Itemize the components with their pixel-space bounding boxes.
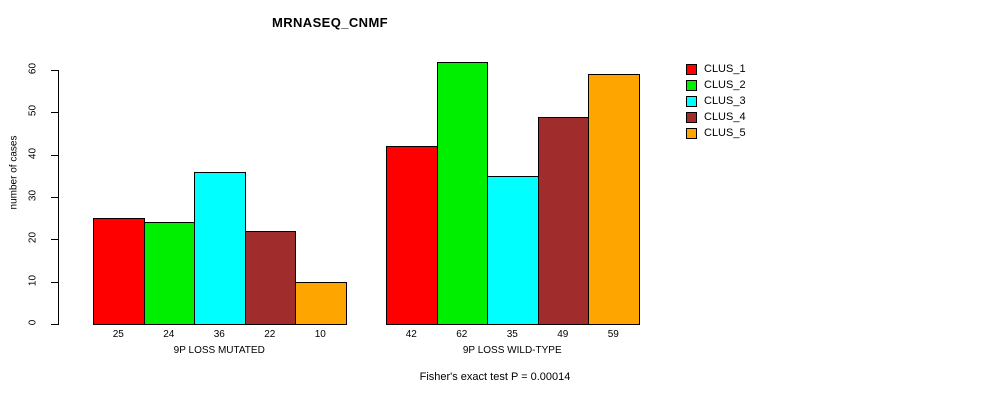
bar-value-label: 42	[405, 329, 417, 340]
y-axis-tick	[51, 239, 58, 241]
legend-color-swatch-icon	[686, 127, 697, 139]
y-axis-tick-label: 40	[27, 147, 39, 159]
bar[interactable]	[386, 146, 438, 325]
legend-item-clus_4[interactable]: CLUS_4	[686, 109, 746, 125]
y-axis-tick-label: 30	[27, 189, 39, 202]
legend-item-label: CLUS_1	[704, 62, 746, 75]
y-axis-tick	[51, 70, 58, 71]
bar[interactable]	[194, 171, 246, 325]
x-axis-baseline	[93, 324, 347, 325]
legend-color-swatch-icon	[686, 95, 697, 107]
legend-color-swatch-icon	[686, 111, 697, 123]
bar-value-label: 35	[506, 329, 518, 340]
bar[interactable]	[295, 281, 347, 325]
group-axis-label: 9P LOSS WILD-TYPE	[462, 345, 562, 356]
bar-value-label: 10	[314, 329, 326, 340]
bar[interactable]	[487, 175, 539, 325]
y-axis-tick	[51, 324, 58, 325]
bar[interactable]	[143, 222, 195, 325]
y-axis-tick-label: 0	[27, 319, 39, 326]
y-axis-tick	[51, 112, 58, 114]
legend-item-label: CLUS_3	[704, 94, 746, 107]
y-axis-line	[58, 70, 59, 325]
y-axis-tick-label: 50	[27, 105, 39, 117]
y-axis-tick	[51, 281, 58, 283]
legend-item-label: CLUS_5	[704, 126, 746, 139]
bar-value-label: 62	[456, 329, 468, 340]
bar-value-label: 36	[213, 329, 225, 340]
bar-value-label: 24	[163, 329, 175, 340]
legend-color-swatch-icon	[686, 79, 697, 91]
y-axis-tick	[51, 154, 58, 156]
bar[interactable]	[93, 218, 145, 325]
bar[interactable]	[537, 116, 589, 325]
bar[interactable]	[588, 74, 640, 325]
bar[interactable]	[244, 230, 296, 325]
legend: CLUS_1 CLUS_2 CLUS_3 CLUS_4 CLUS_5	[686, 61, 746, 141]
x-axis-baseline	[386, 324, 640, 325]
bar-value-label: 59	[607, 329, 619, 340]
y-axis-tick-label: 20	[27, 232, 39, 244]
bar-value-label: 49	[557, 329, 569, 340]
bar-value-label: 25	[112, 329, 124, 340]
y-axis-tick-label: 10	[27, 274, 39, 286]
bar-value-label: 22	[264, 329, 276, 340]
legend-item-clus_5[interactable]: CLUS_5	[686, 125, 746, 141]
y-axis-tick-label: 60	[27, 62, 39, 75]
y-axis-tick	[51, 197, 58, 198]
legend-item-clus_1[interactable]: CLUS_1	[686, 61, 746, 77]
group-axis-label: 9P LOSS MUTATED	[173, 345, 265, 356]
legend-item-clus_2[interactable]: CLUS_2	[686, 77, 746, 93]
legend-item-label: CLUS_2	[704, 78, 746, 91]
legend-item-label: CLUS_4	[704, 110, 746, 123]
bar[interactable]	[436, 61, 488, 325]
statistical-annotation: Fisher's exact test P = 0.00014	[419, 371, 571, 383]
y-axis-label: number of cases	[8, 135, 20, 210]
legend-item-clus_3[interactable]: CLUS_3	[686, 93, 746, 109]
page-title: MRNASEQ_CNMF	[271, 15, 389, 30]
legend-color-swatch-icon	[686, 63, 697, 75]
